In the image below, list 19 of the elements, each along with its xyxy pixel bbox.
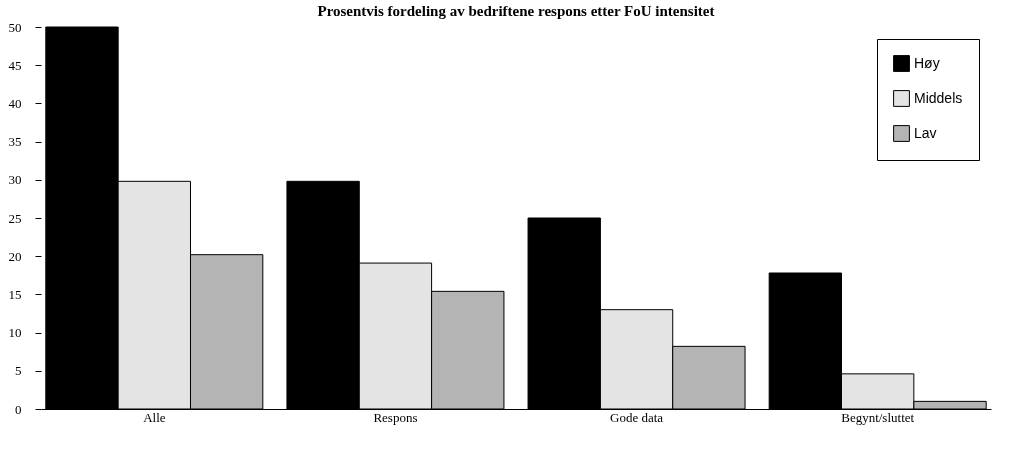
y-tick-label: 0: [15, 401, 22, 417]
legend-label: Høy: [914, 54, 940, 71]
y-tick-label: 15: [8, 286, 22, 302]
y-tick-label: 10: [8, 325, 22, 341]
chart-title: Prosentvis fordeling av bedriftene respons etter FoU intensitet: [317, 3, 715, 19]
legend-label: Middels: [914, 89, 963, 106]
x-tick-label: Gode data: [610, 409, 664, 425]
y-tick-label: 40: [8, 95, 22, 111]
y-tick-label: 50: [8, 19, 22, 35]
x-tick-label: Alle: [143, 409, 166, 425]
y-tick-label: 35: [8, 134, 22, 150]
y-tick-label: 5: [15, 363, 22, 379]
x-tick-label: Begynt/sluttet: [841, 409, 915, 425]
x-tick-label: Respons: [373, 409, 418, 425]
y-tick-label: 30: [8, 172, 22, 188]
legend-label: Lav: [914, 124, 937, 141]
y-tick-label: 25: [8, 210, 22, 226]
y-tick-label: 45: [8, 57, 22, 73]
y-tick-label: 20: [8, 248, 22, 264]
